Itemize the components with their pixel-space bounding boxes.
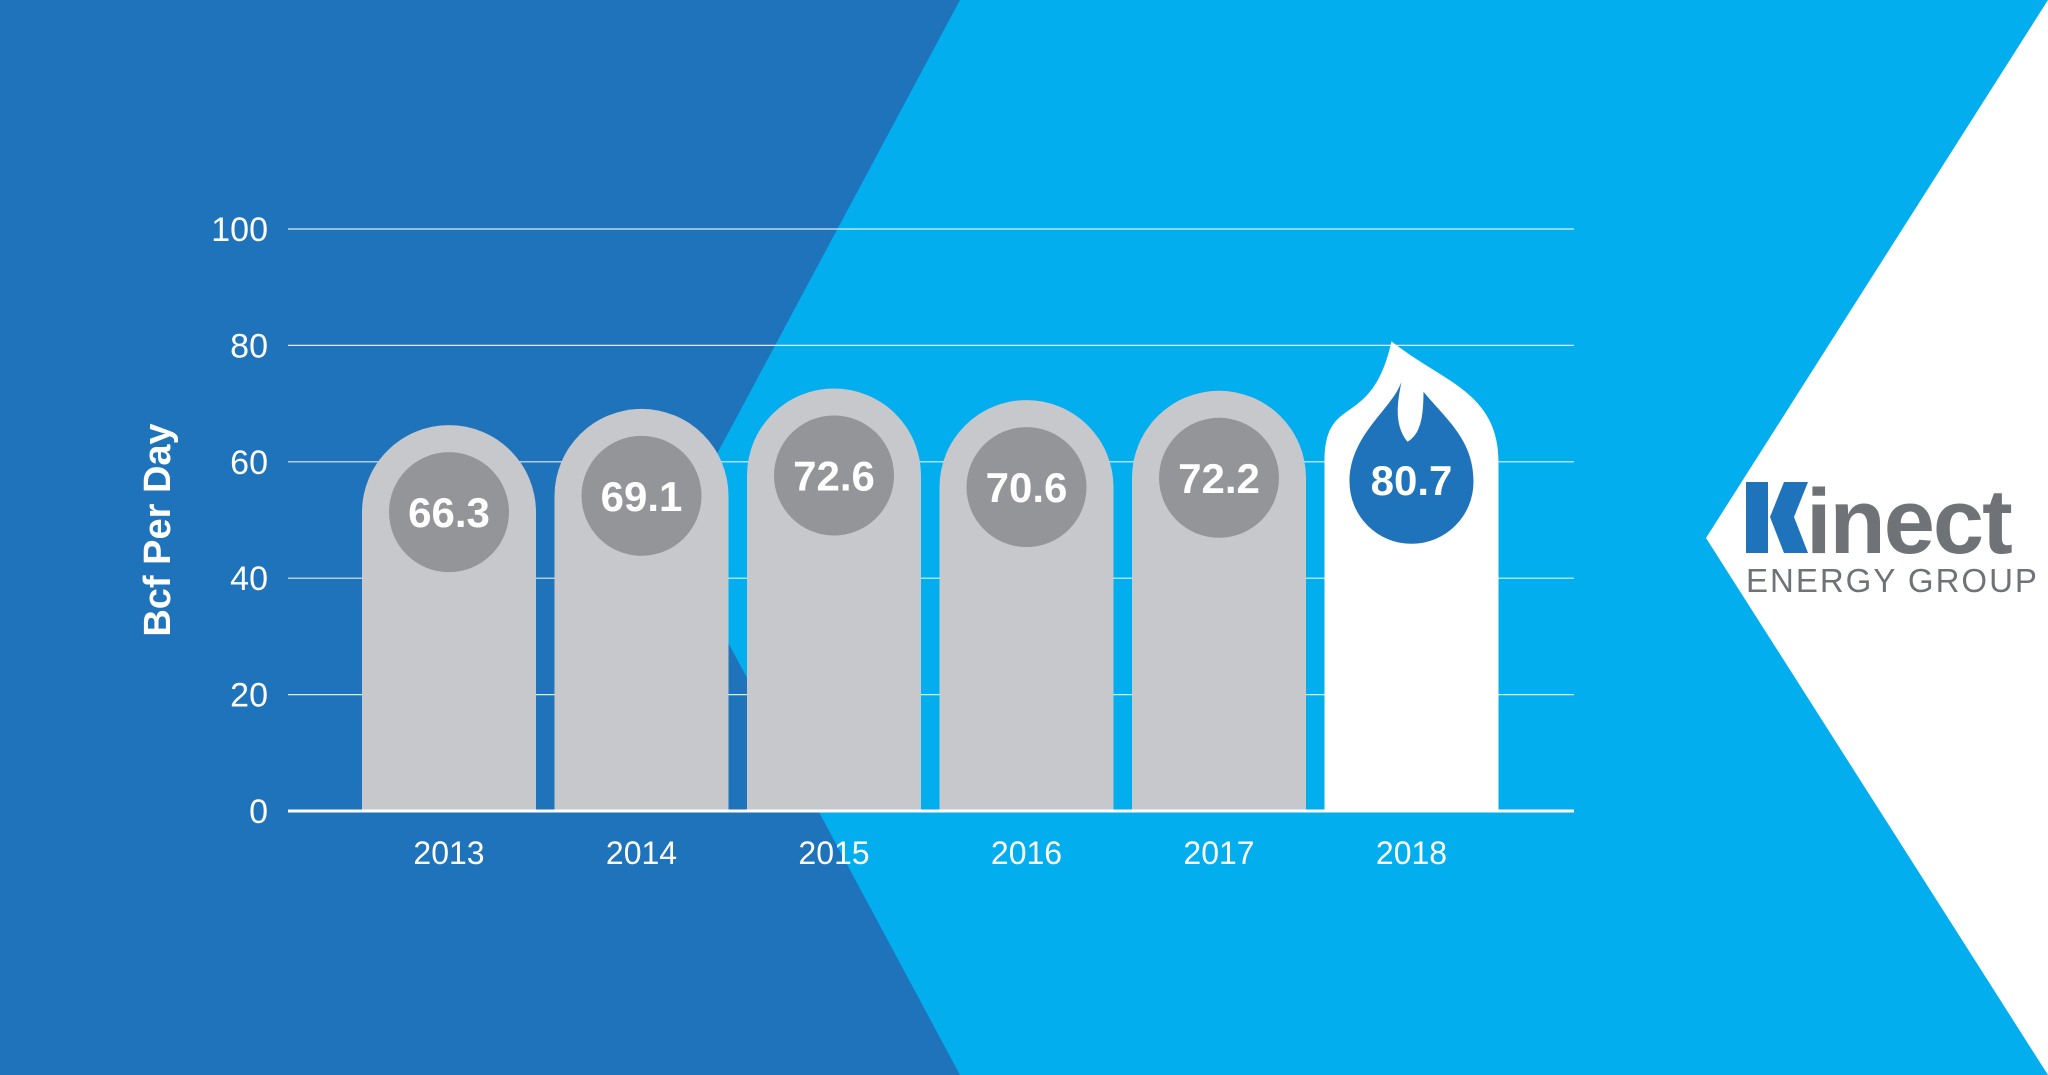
value-label-2016: 70.6 [986, 464, 1068, 511]
x-tick-2014: 2014 [606, 835, 677, 871]
value-label-2013: 66.3 [408, 489, 490, 536]
y-tick-80: 80 [230, 327, 268, 365]
value-label-2017: 72.2 [1178, 455, 1260, 502]
y-tick-labels: 0 20 40 60 80 100 [211, 211, 268, 831]
value-badge-2013 [389, 452, 509, 573]
k-chevron-icon [1746, 482, 1808, 553]
x-tick-2013: 2013 [413, 835, 484, 871]
flame-badge-2018 [1349, 381, 1474, 544]
value-label-2014: 69.1 [601, 473, 683, 520]
x-tick-labels: 2013 2014 2015 2016 2017 2018 [413, 835, 1447, 871]
logo-panel [1706, 0, 2048, 1075]
value-badge-2017 [1159, 417, 1279, 538]
value-badges: 66.3 69.1 72.6 70.6 72.2 80.7 [389, 381, 1474, 573]
value-label-2018: 80.7 [1371, 457, 1453, 504]
kinect-logo: inect ENERGY GROUP [1746, 471, 2039, 599]
value-badge-2014 [581, 435, 702, 556]
x-tick-2016: 2016 [991, 835, 1062, 871]
x-tick-2015: 2015 [798, 835, 869, 871]
bar-2018 [1324, 341, 1499, 811]
y-tick-60: 60 [230, 444, 268, 482]
y-tick-100: 100 [211, 211, 268, 249]
y-tick-20: 20 [230, 677, 268, 715]
x-tick-2017: 2017 [1183, 835, 1254, 871]
value-badge-2016 [966, 427, 1087, 548]
value-badge-2015 [774, 415, 894, 536]
y-tick-0: 0 [249, 793, 268, 831]
value-label-2015: 72.6 [793, 452, 875, 499]
y-axis-label: Bcf Per Day [137, 423, 179, 636]
y-tick-40: 40 [230, 560, 268, 598]
logo-word: inect [1806, 471, 2012, 573]
x-tick-2018: 2018 [1376, 835, 1447, 871]
logo-subtitle: ENERGY GROUP [1746, 562, 2039, 599]
